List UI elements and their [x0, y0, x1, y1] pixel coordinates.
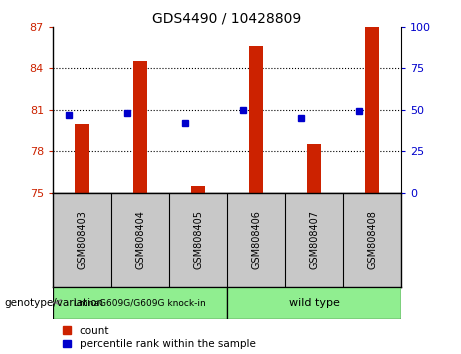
Bar [53, 287, 227, 319]
Text: LmnaG609G/G609G knock-in: LmnaG609G/G609G knock-in [74, 298, 206, 307]
Text: GSM808405: GSM808405 [193, 210, 203, 269]
Bar [133, 61, 147, 193]
Legend: count, percentile rank within the sample: count, percentile rank within the sample [63, 326, 255, 349]
Text: GSM808407: GSM808407 [309, 210, 319, 269]
Bar [191, 186, 205, 193]
Text: GSM808404: GSM808404 [135, 210, 145, 269]
Bar [307, 144, 321, 193]
Bar [227, 287, 401, 319]
Text: GSM808408: GSM808408 [367, 210, 377, 269]
Text: wild type: wild type [289, 298, 339, 308]
Text: GSM808403: GSM808403 [77, 210, 87, 269]
Bar [249, 46, 263, 193]
Bar [75, 124, 89, 193]
Text: genotype/variation: genotype/variation [5, 298, 104, 308]
Text: GSM808406: GSM808406 [251, 210, 261, 269]
Title: GDS4490 / 10428809: GDS4490 / 10428809 [153, 11, 301, 25]
Bar [365, 27, 379, 193]
